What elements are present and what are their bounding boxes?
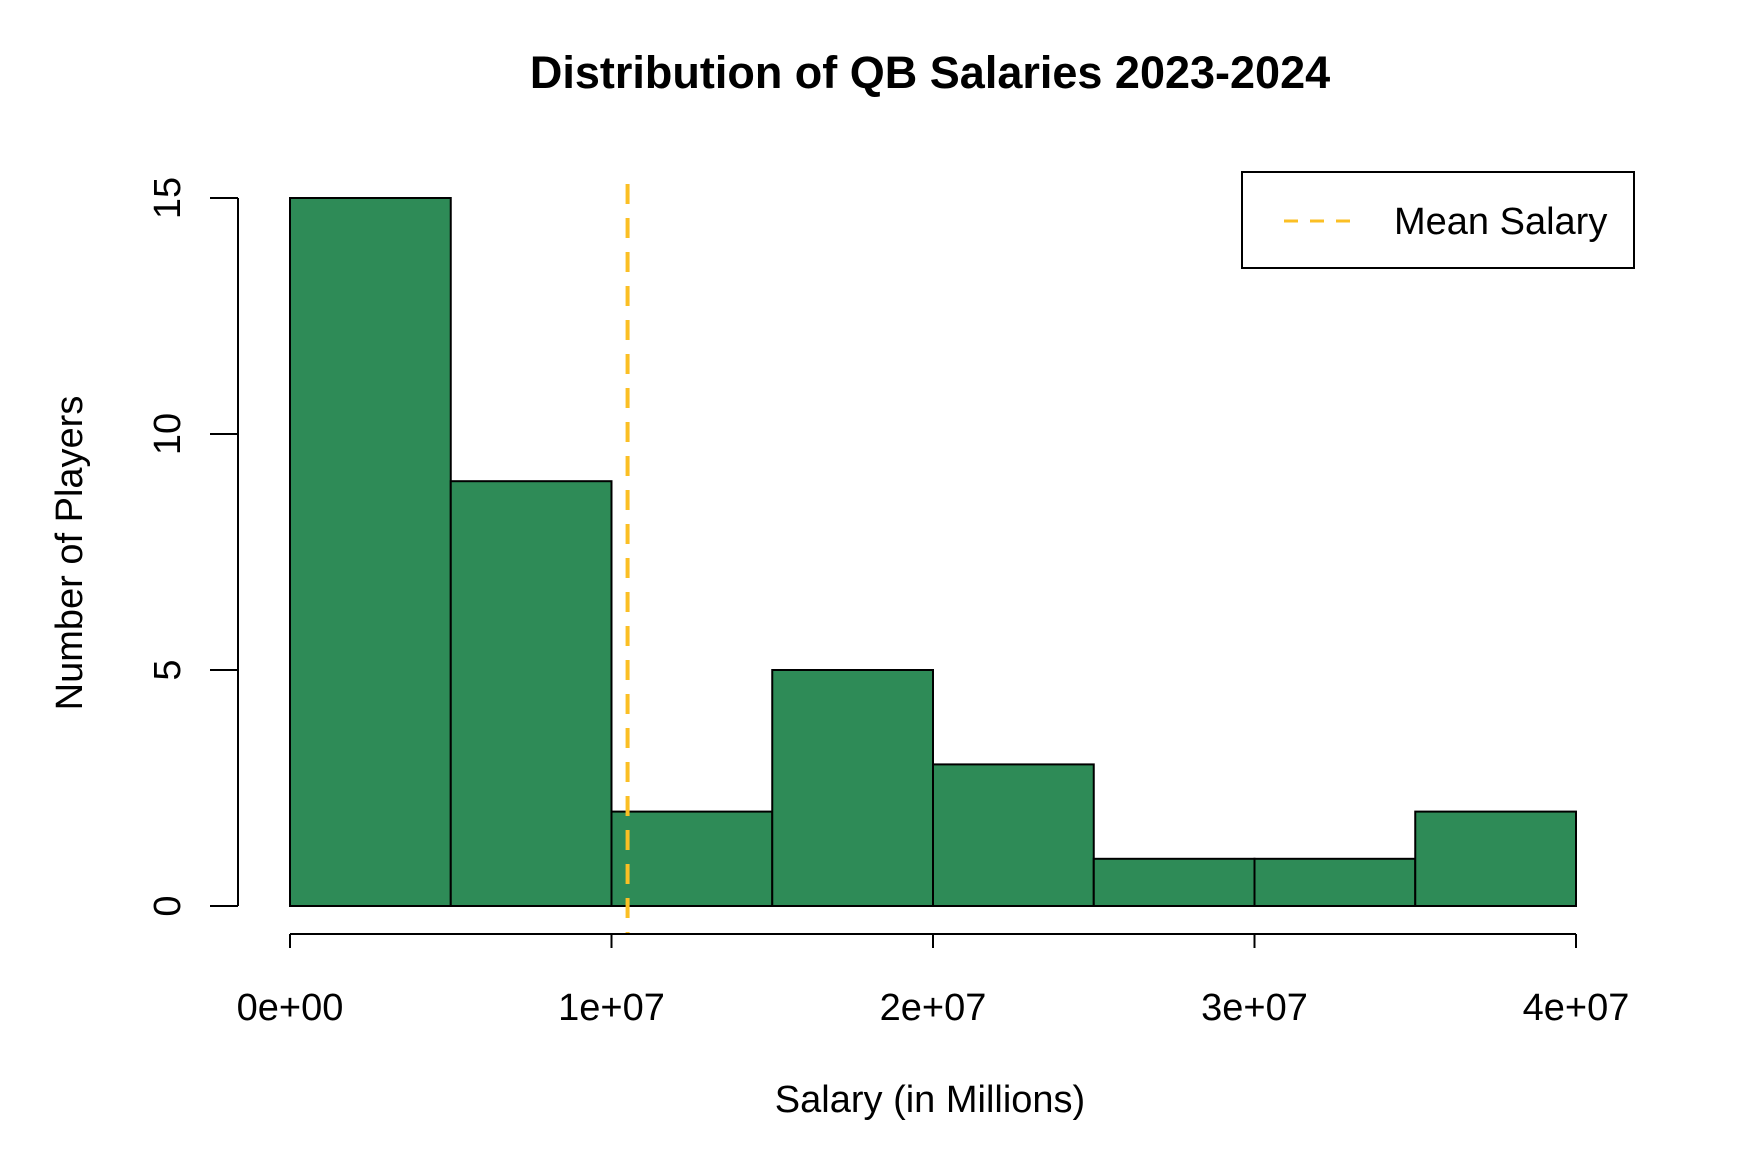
bars-group	[289, 197, 1577, 908]
histogram-bar-8	[1414, 810, 1577, 907]
y-axis: 0 5 10 15	[147, 177, 239, 917]
histogram-bar-6	[1092, 857, 1256, 907]
x-tick-label-0: 0e+00	[237, 987, 344, 1029]
x-tick-label-4: 4e+07	[1523, 987, 1630, 1029]
y-tick-label-3: 15	[147, 177, 189, 219]
y-tick-label-0: 0	[147, 895, 189, 916]
histogram-bar-7	[1253, 857, 1417, 907]
legend: Mean Salary	[1241, 171, 1635, 269]
y-tick-label-1: 5	[147, 659, 189, 680]
histogram-bar-3	[610, 810, 774, 907]
legend-label-mean-salary: Mean Salary	[1394, 201, 1607, 243]
x-axis: 0e+00 1e+07 2e+07 3e+07 4e+07	[237, 933, 1630, 1029]
histogram-bar-4	[771, 669, 934, 907]
x-axis-label: Salary (in Millions)	[775, 1079, 1085, 1121]
y-tick-label-2: 10	[147, 413, 189, 455]
histogram-bar-2	[449, 480, 613, 907]
x-tick-label-1: 1e+07	[558, 987, 665, 1029]
y-axis-label: Number of Players	[49, 396, 91, 711]
histogram-bar-5	[932, 763, 1095, 908]
x-tick-label-2: 2e+07	[880, 987, 987, 1029]
legend-box	[1241, 171, 1635, 269]
x-tick-label-3: 3e+07	[1201, 987, 1308, 1029]
histogram-bar-1	[289, 197, 452, 907]
chart-title: Distribution of QB Salaries 2023-2024	[530, 47, 1330, 98]
